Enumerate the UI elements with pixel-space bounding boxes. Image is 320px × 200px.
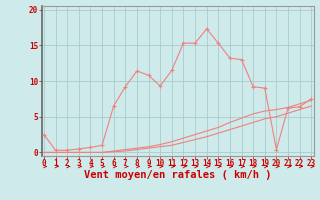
X-axis label: Vent moyen/en rafales ( km/h ): Vent moyen/en rafales ( km/h ) — [84, 170, 271, 180]
